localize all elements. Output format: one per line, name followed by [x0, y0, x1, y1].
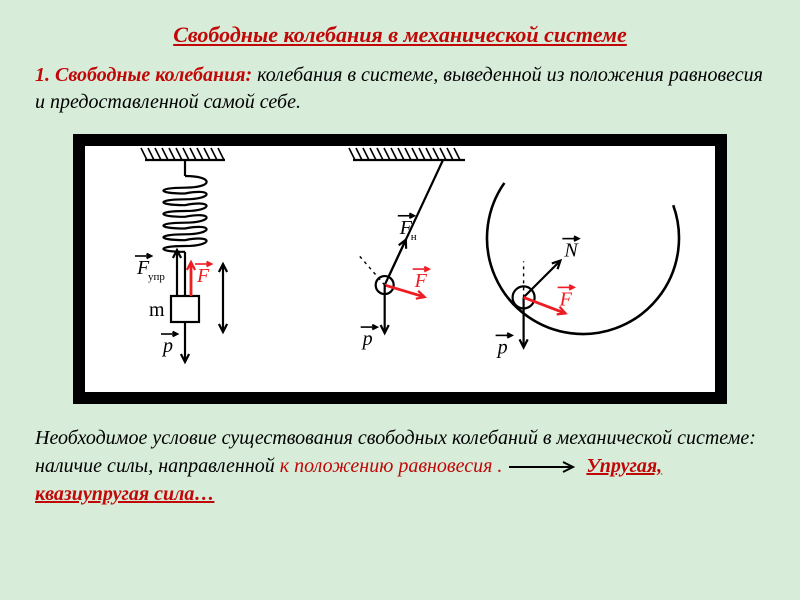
- svg-text:p: p: [161, 335, 173, 357]
- oscillation-diagram: mFупрFpFнFpNpF: [85, 146, 715, 392]
- definition-text: 1. Свободные колебания: колебания в сист…: [35, 62, 765, 116]
- svg-text:p: p: [496, 336, 508, 358]
- svg-text:F: F: [559, 288, 573, 310]
- figure-canvas: mFупрFpFнFpNpF: [85, 146, 715, 392]
- arrow-icon: [507, 460, 581, 474]
- svg-text:F: F: [414, 270, 428, 292]
- condition-text: Необходимое условие существования свобод…: [35, 424, 765, 508]
- svg-text:F: F: [196, 265, 210, 287]
- svg-text:н: н: [411, 231, 417, 243]
- svg-text:упр: упр: [148, 271, 165, 283]
- svg-text:m: m: [149, 299, 165, 321]
- condition-highlight: к положению равновесия .: [280, 455, 503, 477]
- page-title: Свободные колебания в механической систе…: [35, 22, 765, 48]
- svg-text:p: p: [361, 328, 373, 350]
- definition-lead: 1. Свободные колебания:: [35, 64, 252, 86]
- figure-frame: mFупрFpFнFpNpF: [73, 134, 727, 404]
- svg-text:N: N: [563, 240, 579, 262]
